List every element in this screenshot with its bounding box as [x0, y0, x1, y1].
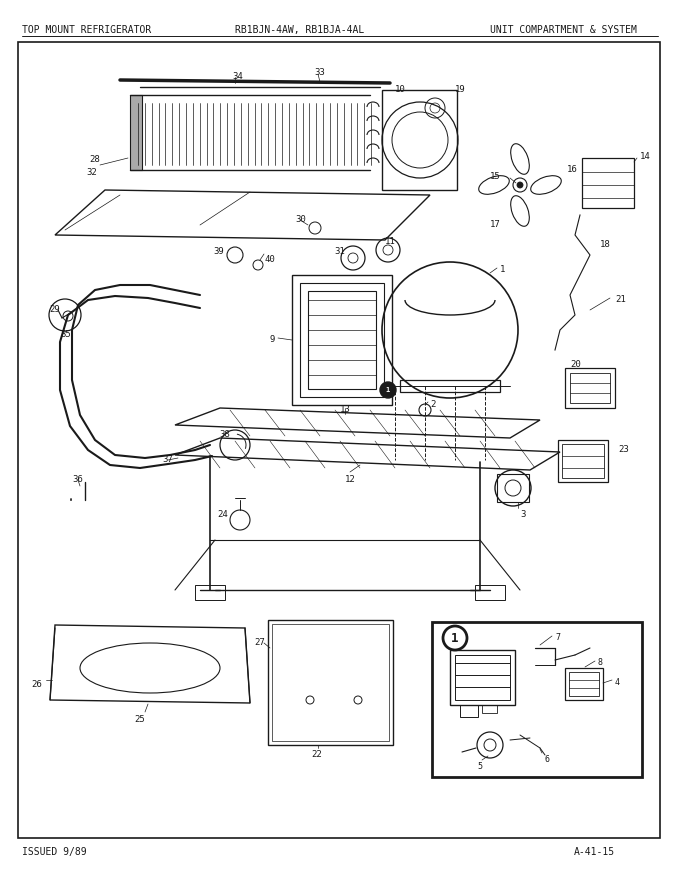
Circle shape	[49, 299, 81, 331]
Text: 7: 7	[555, 633, 560, 642]
Bar	[308, 291, 376, 389]
Text: 22: 22	[311, 750, 322, 759]
Bar	[382, 90, 457, 190]
Bar	[450, 650, 515, 705]
Text: 29: 29	[50, 305, 61, 314]
Circle shape	[517, 182, 523, 188]
Text: 26: 26	[31, 680, 42, 689]
Text: 37: 37	[162, 455, 173, 464]
Text: 8: 8	[598, 658, 603, 667]
Text: 38: 38	[220, 430, 231, 439]
Text: 12: 12	[345, 475, 356, 484]
Text: 36: 36	[73, 475, 84, 484]
Text: 35: 35	[60, 330, 71, 339]
Text: 14: 14	[640, 152, 651, 161]
Text: 11: 11	[385, 237, 395, 246]
Bar	[565, 368, 615, 408]
Bar	[475, 585, 505, 600]
Text: 21: 21	[615, 295, 626, 304]
Text: 3: 3	[520, 510, 526, 519]
Bar	[460, 705, 478, 717]
Bar	[570, 373, 610, 403]
Text: 1: 1	[500, 265, 505, 274]
Text: 19: 19	[455, 85, 466, 94]
Text: ISSUED 9/89: ISSUED 9/89	[22, 847, 86, 857]
Text: 16: 16	[567, 165, 578, 174]
Text: 1: 1	[452, 632, 459, 644]
Bar	[400, 380, 500, 392]
Text: 6: 6	[545, 755, 550, 764]
Circle shape	[380, 382, 396, 398]
Text: 27: 27	[254, 638, 265, 647]
Text: 39: 39	[214, 247, 224, 256]
Bar	[562, 444, 604, 478]
Bar	[18, 42, 660, 838]
Text: 33: 33	[315, 68, 325, 77]
Bar	[268, 620, 393, 745]
Bar	[272, 624, 389, 741]
Text: 18: 18	[600, 240, 611, 249]
Text: 24: 24	[217, 510, 228, 519]
Text: RB1BJN-4AW, RB1BJA-4AL: RB1BJN-4AW, RB1BJA-4AL	[235, 25, 364, 35]
Text: 40: 40	[265, 255, 276, 264]
Text: 20: 20	[570, 360, 581, 369]
Text: 17: 17	[490, 220, 500, 229]
Bar	[565, 668, 603, 700]
Text: 32: 32	[86, 168, 97, 177]
Text: 13: 13	[339, 405, 350, 414]
Text: 5: 5	[477, 762, 483, 771]
Text: 15: 15	[490, 172, 500, 181]
Bar	[455, 655, 510, 700]
Text: UNIT COMPARTMENT & SYSTEM: UNIT COMPARTMENT & SYSTEM	[490, 25, 637, 35]
Text: 34: 34	[232, 72, 243, 81]
Bar	[130, 95, 142, 170]
Text: 10: 10	[395, 85, 406, 94]
Bar	[558, 440, 608, 482]
Text: 30: 30	[295, 215, 306, 224]
Text: 2: 2	[430, 400, 435, 409]
Text: 23: 23	[618, 445, 629, 454]
Bar	[195, 585, 225, 600]
Bar	[292, 275, 392, 405]
Bar	[482, 705, 497, 713]
Text: 1: 1	[386, 387, 390, 393]
Text: TOP MOUNT REFRIGERATOR: TOP MOUNT REFRIGERATOR	[22, 25, 151, 35]
Bar	[300, 283, 384, 397]
Text: 4: 4	[615, 678, 620, 687]
Bar	[497, 474, 529, 502]
Bar	[569, 672, 599, 696]
Text: 25: 25	[135, 715, 146, 724]
Text: 31: 31	[335, 247, 345, 256]
Bar	[432, 622, 642, 777]
Text: 9: 9	[269, 335, 275, 344]
Text: A-41-15: A-41-15	[574, 847, 615, 857]
Bar	[582, 158, 634, 208]
Text: 28: 28	[90, 155, 101, 164]
Circle shape	[443, 626, 467, 650]
